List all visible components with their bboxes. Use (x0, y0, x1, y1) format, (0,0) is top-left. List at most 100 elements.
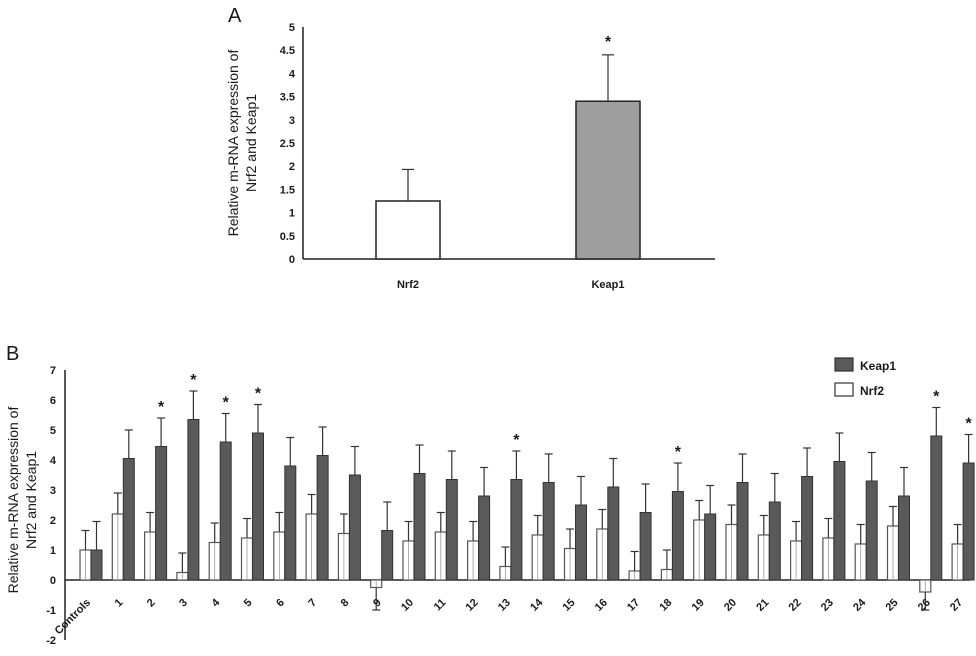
bar-keap1 (187, 419, 200, 581)
x-tick-label: 1 (113, 597, 126, 610)
x-tick-label: 7 (306, 597, 319, 610)
bar-nrf2 (375, 200, 441, 260)
x-tick-label-nrf2: Nrf2 (397, 279, 419, 291)
bar-keap1 (316, 455, 329, 581)
significance-star: * (675, 444, 682, 461)
bar-keap1 (736, 482, 749, 581)
bar-keap1 (575, 100, 641, 260)
bar-keap1 (768, 501, 781, 581)
y-tick-label-a: 5 (289, 22, 295, 34)
bar-keap1 (90, 549, 103, 581)
y-tick-label-b: 2 (50, 515, 56, 527)
y-tick-label-a: 2 (289, 161, 295, 173)
x-tick-label: 24 (851, 596, 869, 614)
bar-keap1 (833, 461, 846, 581)
x-tick-label: 3 (177, 597, 190, 610)
bar-keap1 (348, 474, 361, 581)
x-tick-label: 10 (399, 597, 416, 614)
x-tick-label: 5 (242, 597, 255, 610)
y-tick-label-a: 0 (289, 254, 295, 266)
y-tick-label-a: 1.5 (280, 184, 295, 196)
bar-keap1 (575, 504, 587, 581)
legend-label-nrf2: Nrf2 (860, 384, 884, 398)
x-tick-label: 27 (948, 597, 965, 614)
x-tick-label: Controls (53, 597, 93, 637)
x-tick-label: 11 (432, 597, 449, 614)
x-tick-label: 22 (787, 597, 804, 614)
significance-star: * (965, 416, 972, 433)
bar-keap1 (898, 495, 910, 581)
bar-keap1 (704, 513, 717, 581)
significance-star: * (605, 34, 612, 51)
x-tick-label: 12 (464, 597, 481, 614)
x-tick-label: 8 (339, 597, 352, 610)
panel-a: A 0 0.5 1 1.5 2 2.5 3 3.5 4 4.5 5 Relative m-RNA exp… (225, 5, 715, 291)
bar-keap1 (478, 495, 491, 581)
x-tick-label: 14 (528, 596, 546, 614)
bar-keap1 (510, 479, 523, 581)
x-tick-label: 20 (722, 597, 739, 614)
bar-keap1 (381, 530, 394, 581)
y-tick-label-b: 5 (50, 425, 56, 437)
y-axis-label-line: Nrf2 and Keap1 (243, 94, 259, 192)
x-tick-label: 17 (625, 597, 642, 614)
x-tick-label: 9 (371, 597, 384, 610)
legend-swatch-nrf2 (834, 382, 854, 397)
y-tick-label-b: 6 (50, 395, 56, 407)
x-tick-label: 15 (560, 597, 577, 614)
y-axis-label-a: Relative m-RNA expression of Nrf2 and Kea… (225, 50, 259, 237)
x-tick-label: 21 (754, 597, 771, 614)
y-tick-label-b: -1 (46, 605, 56, 617)
bar-keap1 (122, 458, 135, 581)
y-axis-label-line: Relative m-RNA expression of (5, 407, 21, 594)
y-axis-label-b: Relative m-RNA expression of Nrf2 and Kea… (5, 407, 39, 594)
x-tick-label-keap1: Keap1 (591, 279, 624, 291)
significance-star: * (158, 399, 165, 416)
legend-label-keap1: Keap1 (860, 359, 896, 373)
bar-keap1 (219, 441, 232, 581)
significance-star: * (255, 386, 262, 403)
y-tick-label-b: 1 (50, 545, 56, 557)
y-tick-label-a: 4 (289, 68, 296, 80)
bar-keap1 (607, 486, 620, 581)
y-tick-label-b: 3 (50, 485, 56, 497)
y-axis-label-line: Relative m-RNA expression of (225, 50, 241, 237)
y-tick-label-a: 3 (289, 115, 295, 127)
bar-keap1 (542, 482, 555, 581)
x-tick-label: 2 (145, 597, 158, 610)
bar-keap1 (155, 446, 168, 581)
y-tick-label-b: 0 (50, 575, 56, 587)
y-tick-label-a: 4.5 (280, 45, 295, 57)
x-tick-label: 18 (657, 597, 674, 614)
y-tick-label-a: 3.5 (280, 92, 295, 104)
y-tick-label-a: 2.5 (280, 138, 295, 150)
legend-swatch-keap1 (834, 357, 854, 372)
y-tick-label-b: -2 (46, 635, 56, 647)
y-tick-label-b: 4 (50, 455, 57, 467)
x-tick-label: 16 (593, 597, 610, 614)
x-tick-label: 4 (210, 596, 223, 609)
bar-keap1 (252, 432, 264, 581)
bar-keap1 (962, 462, 975, 581)
panel-label-a: A (228, 5, 242, 27)
legend: Keap1 Nrf2 (834, 357, 896, 398)
significance-star: * (190, 372, 197, 389)
bar-keap1 (639, 512, 652, 581)
bar-keap1 (930, 435, 943, 581)
y-tick-label-a: 0.5 (280, 231, 295, 243)
x-tick-label: 13 (496, 597, 513, 614)
y-tick-label-b: 7 (50, 365, 56, 377)
bar-keap1 (284, 465, 297, 581)
y-tick-label-a: 1 (289, 208, 295, 220)
bar-keap1 (801, 476, 814, 581)
bar-keap1 (413, 473, 426, 581)
panel-label-b: B (6, 343, 19, 365)
x-tick-label: 6 (274, 597, 287, 610)
x-tick-label: 25 (883, 597, 900, 614)
bar-keap1 (865, 480, 878, 581)
y-axis-label-line: Nrf2 and Keap1 (23, 451, 39, 549)
x-tick-label: 26 (916, 597, 933, 614)
x-tick-label: 19 (690, 597, 707, 614)
